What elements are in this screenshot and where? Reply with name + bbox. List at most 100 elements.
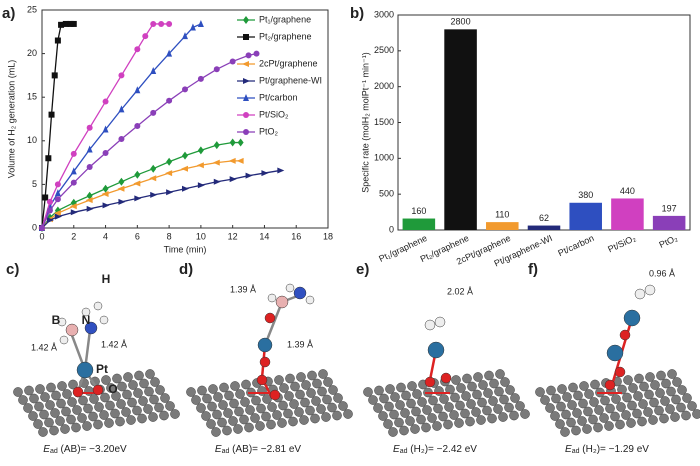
carbon-atom	[623, 375, 633, 385]
atom	[92, 384, 104, 396]
carbon-atom	[83, 403, 93, 414]
marker	[69, 203, 77, 210]
x-tick-label: 0	[39, 231, 44, 241]
carbon-atom	[18, 395, 28, 405]
carbon-atom	[579, 381, 589, 391]
carbon-atom	[257, 386, 267, 396]
carbon-atom	[632, 408, 642, 419]
carbon-atom	[676, 402, 686, 413]
marker	[118, 105, 125, 113]
marker	[181, 165, 188, 172]
carbon-atom	[138, 396, 148, 406]
carbon-atom	[422, 405, 432, 415]
carbon-atom	[306, 388, 316, 398]
atom	[264, 312, 276, 324]
legend-marker	[243, 34, 249, 40]
marker	[102, 184, 109, 193]
carbon-atom	[510, 393, 520, 403]
x-axis-label: Time (min)	[164, 244, 207, 254]
atom	[81, 307, 91, 317]
panel-text: 1.42 Å	[101, 339, 127, 349]
carbon-atom	[432, 421, 442, 431]
carbon-atom	[100, 392, 110, 403]
marker	[86, 145, 93, 153]
x-tick-label: 12	[228, 231, 238, 241]
carbon-atom	[650, 380, 660, 390]
marker	[245, 172, 253, 179]
x-tick-label: Pt/SiO₂	[606, 233, 637, 255]
atom	[72, 386, 84, 398]
carbon-atom	[672, 377, 682, 387]
carbon-atom	[405, 416, 415, 426]
carbon-atom	[186, 387, 196, 397]
marker	[134, 170, 141, 179]
atom	[305, 295, 315, 305]
bar	[486, 222, 519, 230]
carbon-atom	[378, 411, 388, 421]
carbon-atom	[67, 397, 77, 407]
carbon-atom	[578, 398, 588, 409]
marker	[197, 75, 204, 82]
carbon-atom	[656, 370, 666, 381]
energy-sub: ad	[50, 448, 58, 455]
legend-label: Pt/graphene-WI	[259, 75, 322, 85]
carbon-atom	[433, 403, 443, 414]
carbon-atom	[582, 424, 592, 434]
y-axis-label: Volume of H₂ generation (mL)	[6, 60, 16, 179]
carbon-atom	[245, 405, 255, 415]
carbon-atom	[637, 416, 647, 427]
legend-marker	[243, 94, 249, 101]
legend-label: Pt₁/graphene	[259, 14, 311, 24]
carbon-atom	[122, 389, 132, 400]
carbon-atom	[687, 401, 697, 411]
carbon-atom	[634, 373, 644, 384]
carbon-atom	[228, 416, 238, 426]
carbon-atom	[116, 399, 126, 409]
carbon-atom	[600, 395, 610, 406]
marker	[182, 151, 188, 160]
carbon-atom	[317, 386, 327, 397]
carbon-atom	[401, 390, 411, 401]
marker	[85, 197, 93, 204]
carbon-atom	[588, 414, 598, 425]
carbon-atom	[274, 375, 284, 385]
marker	[46, 198, 53, 205]
legend-marker	[243, 78, 250, 84]
marker	[70, 167, 77, 175]
carbon-atom	[323, 377, 333, 387]
y-tick-label: 1000	[374, 153, 394, 163]
marker	[51, 72, 58, 79]
carbon-atom	[191, 395, 201, 405]
carbon-atom	[556, 401, 566, 412]
x-tick-label: 6	[135, 231, 140, 241]
carbon-atom	[449, 410, 459, 420]
carbon-atom	[472, 389, 482, 400]
carbon-atom	[99, 410, 109, 420]
marker	[245, 52, 252, 59]
marker	[70, 179, 77, 186]
carbon-atom	[654, 405, 664, 416]
atom	[440, 372, 452, 384]
carbon-atom	[643, 407, 653, 417]
marker	[182, 32, 188, 40]
panel-label: a)	[2, 5, 15, 22]
carbon-atom	[239, 414, 249, 425]
line	[41, 23, 202, 229]
carbon-atom	[399, 425, 409, 436]
energy-caption: Ead (H₂)= −1.29 eV	[565, 444, 649, 455]
carbon-atom	[312, 378, 322, 389]
carbon-atom	[217, 417, 227, 428]
legend-label: Pt₂/graphene	[259, 31, 312, 41]
carbon-atom	[589, 397, 599, 407]
carbon-atom	[230, 381, 240, 391]
carbon-atom	[23, 403, 33, 413]
carbon-atom	[132, 405, 142, 416]
marker	[70, 20, 77, 27]
marker	[150, 109, 157, 116]
legend-marker	[243, 129, 249, 135]
marker	[46, 207, 53, 214]
panel-text: 1.42 Å	[31, 342, 57, 352]
carbon-atom	[455, 400, 465, 411]
energy-text: (H₂)= −1.29 eV	[579, 444, 649, 455]
marker	[46, 217, 54, 224]
